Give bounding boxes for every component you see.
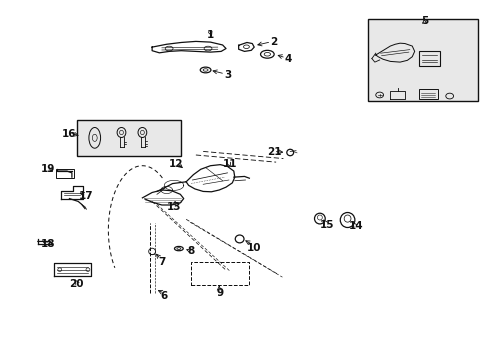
Text: 21: 21 xyxy=(267,147,281,157)
Text: 9: 9 xyxy=(216,288,224,297)
Text: 17: 17 xyxy=(79,191,94,201)
Bar xyxy=(368,19,477,102)
Text: 11: 11 xyxy=(222,159,237,169)
Text: 13: 13 xyxy=(166,202,181,212)
Text: 4: 4 xyxy=(284,54,291,64)
Text: 8: 8 xyxy=(187,247,194,256)
Bar xyxy=(418,89,437,99)
Text: 15: 15 xyxy=(319,220,334,230)
Text: 5: 5 xyxy=(420,16,427,26)
Bar xyxy=(77,120,181,156)
Text: 14: 14 xyxy=(348,221,363,231)
Text: 19: 19 xyxy=(41,164,55,174)
Bar xyxy=(418,51,440,66)
Text: 1: 1 xyxy=(206,30,214,40)
Text: 3: 3 xyxy=(224,69,231,80)
Text: 18: 18 xyxy=(40,239,55,249)
Bar xyxy=(56,169,74,178)
Text: 7: 7 xyxy=(158,257,165,267)
Text: 12: 12 xyxy=(169,159,183,169)
Text: 6: 6 xyxy=(161,291,167,301)
Text: 20: 20 xyxy=(69,279,84,289)
Text: 10: 10 xyxy=(246,243,261,253)
Text: 16: 16 xyxy=(62,129,77,139)
Text: 2: 2 xyxy=(269,37,277,48)
